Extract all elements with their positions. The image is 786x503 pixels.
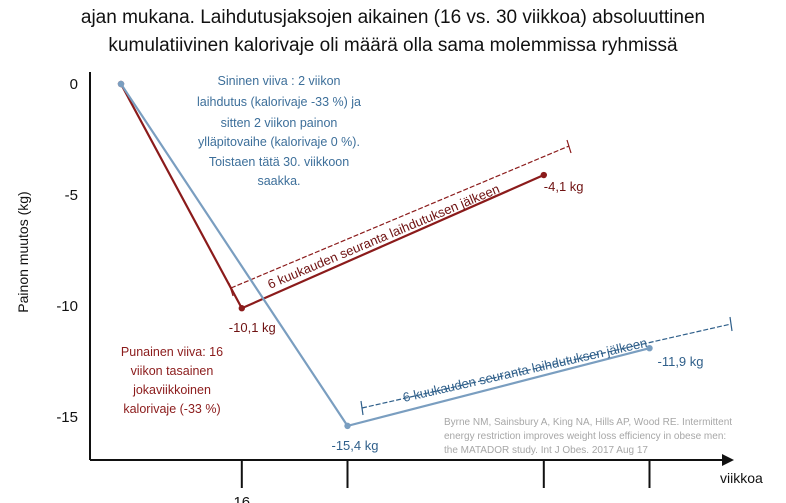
chart-title-line-2: kumulatiivinen kalorivaje oli määrä olla… (108, 35, 678, 56)
data-label: -15,4 kg (332, 438, 379, 453)
red-desc-line-3: jokaviikkoinen (132, 383, 211, 397)
red-series-point (238, 305, 245, 312)
point-labels: -10,1 kg -4,1 kg -15,4 kg -11,9 kg (229, 179, 704, 453)
y-ticks: 0 -5 -10 -15 (56, 76, 78, 426)
blue-series-point (646, 344, 653, 352)
red-series-point (540, 171, 547, 179)
red-followup-bracket (230, 145, 570, 289)
x-ticks: 16 (233, 460, 651, 503)
chart-title-line-1: ajan mukana. Laihdutusjaksojen aikainen … (81, 7, 705, 28)
red-description: Punainen viiva: 16 viikon tasainen jokav… (121, 345, 223, 416)
red-bracket-right-tick (566, 139, 572, 154)
citation-line-3: the MATADOR study. Int J Obes. 2017 Aug … (444, 445, 648, 456)
y-tick-label: -15 (56, 409, 78, 426)
blue-bracket-right-tick (729, 316, 733, 332)
blue-desc-line-2: laihdutus (kalorivaje -33 %) ja (197, 95, 361, 109)
data-label: -11,9 kg (658, 354, 704, 369)
red-desc-line-2: viikon tasainen (131, 364, 214, 378)
blue-desc-line-6: saakka. (257, 174, 300, 188)
x-axis-arrow (722, 454, 734, 466)
y-axis-label: Painon muutos (kg) (15, 191, 31, 312)
followup-brackets (228, 139, 733, 416)
blue-followup-label: 6 kuukauden seuranta laihdutuksen jälkee… (401, 335, 648, 405)
series-lines (117, 80, 653, 430)
blue-desc-line-4: ylläpitovaihe (kalorivaje 0 %). (198, 135, 360, 149)
blue-series-point (117, 80, 125, 88)
y-tick-label: -10 (56, 298, 78, 315)
blue-desc-line-3: sitten 2 viikon painon (221, 116, 338, 130)
blue-bracket-left-tick (360, 400, 364, 416)
blue-description: Sininen viiva : 2 viikon laihdutus (kalo… (197, 74, 361, 188)
data-label: -4,1 kg (544, 179, 584, 194)
data-label: -10,1 kg (229, 320, 276, 335)
x-axis-label: viikkoa (720, 470, 763, 486)
blue-series-point (344, 422, 351, 430)
blue-desc-line-5: Toistaen tätä 30. viikkoon (209, 155, 349, 169)
citation-line-2: energy restriction improves weight loss … (444, 431, 726, 442)
x-tick-label: 16 (233, 494, 250, 503)
blue-desc-line-1: Sininen viiva : 2 viikon (218, 74, 341, 88)
red-followup-label: 6 kuukauden seuranta laihdutuksen jälkee… (265, 181, 501, 292)
citation: Byrne NM, Sainsbury A, King NA, Hills AP… (444, 417, 732, 456)
red-desc-line-1: Punainen viiva: 16 (121, 345, 223, 359)
y-tick-label: 0 (70, 76, 78, 93)
y-tick-label: -5 (65, 187, 78, 204)
blue-followup-bracket (361, 323, 732, 409)
red-desc-line-4: kalorivaje (-33 %) (123, 402, 220, 416)
citation-line-1: Byrne NM, Sainsbury A, King NA, Hills AP… (444, 417, 732, 428)
